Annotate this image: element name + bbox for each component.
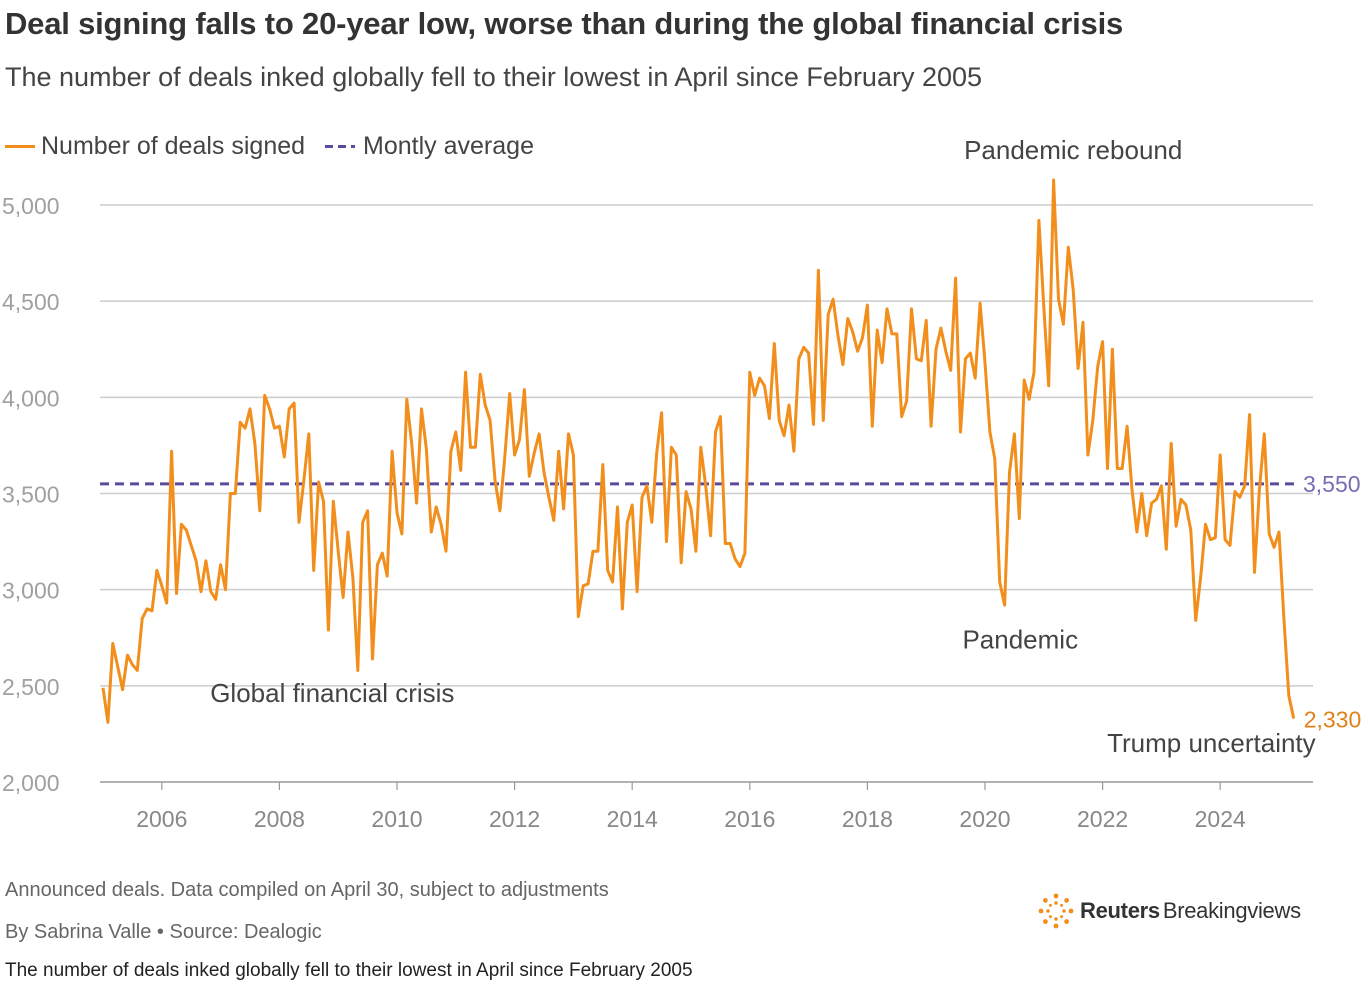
legend-item-deals: Number of deals signed xyxy=(5,132,305,161)
legend: Number of deals signed Montly average xyxy=(5,132,554,161)
deals-line xyxy=(101,178,1296,724)
x-tick-label-2010: 2010 xyxy=(371,806,422,832)
average-value-label: 3,550 xyxy=(1303,471,1361,497)
annotation-pandemic: Pandemic xyxy=(962,624,1078,654)
y-tick-label-4500: 4,500 xyxy=(2,289,60,315)
footnote: Announced deals. Data compiled on April … xyxy=(5,879,609,901)
byline: By Sabrina Valle • Source: Dealogic xyxy=(5,921,322,943)
x-tick-label-2022: 2022 xyxy=(1077,806,1128,832)
x-tick-label-2018: 2018 xyxy=(842,806,893,832)
legend-swatch-deals xyxy=(5,145,35,148)
x-tick-label-2012: 2012 xyxy=(489,806,540,832)
reuters-logo: Reuters Breakingviews xyxy=(1038,893,1301,929)
y-tick-label-3000: 3,000 xyxy=(2,578,60,604)
legend-swatch-average xyxy=(325,145,356,148)
y-tick-label-5000: 5,000 xyxy=(2,193,60,219)
x-tick-label-2016: 2016 xyxy=(724,806,775,832)
legend-item-average: Montly average xyxy=(325,132,534,161)
reuters-dots-icon xyxy=(1038,893,1074,929)
end-value-label: 2,330 xyxy=(1304,707,1362,733)
y-tick-label-4000: 4,000 xyxy=(2,385,60,411)
legend-label-deals: Number of deals signed xyxy=(41,132,306,160)
line-chart: 2,000 2,500 3,000 3,500 4,000 4,500 5,000 2006 2… xyxy=(2,135,1362,832)
x-tick-label-2014: 2014 xyxy=(607,806,658,832)
chart-subtitle: The number of deals inked globally fell … xyxy=(5,62,983,92)
annotation-trump-uncertainty: Trump uncertainty xyxy=(1107,728,1316,758)
legend-label-average: Montly average xyxy=(363,132,534,160)
annotation-global-financial-crisis: Global financial crisis xyxy=(210,678,454,708)
x-tick-label-2008: 2008 xyxy=(254,806,305,832)
x-tick-label-2020: 2020 xyxy=(959,806,1010,832)
x-tick-label-2006: 2006 xyxy=(136,806,187,832)
y-tick-label-2500: 2,500 xyxy=(2,674,60,700)
logo-sub: Breakingviews xyxy=(1162,898,1301,923)
y-tick-label-2000: 2,000 xyxy=(2,770,60,796)
chart-title: Deal signing falls to 20-year low, worse… xyxy=(5,6,1124,41)
logo-brand: Reuters xyxy=(1080,898,1160,923)
y-tick-label-3500: 3,500 xyxy=(2,482,60,508)
caption: The number of deals inked globally fell … xyxy=(5,960,693,981)
x-tick-label-2024: 2024 xyxy=(1195,806,1246,832)
annotation-pandemic-rebound: Pandemic rebound xyxy=(964,135,1182,165)
